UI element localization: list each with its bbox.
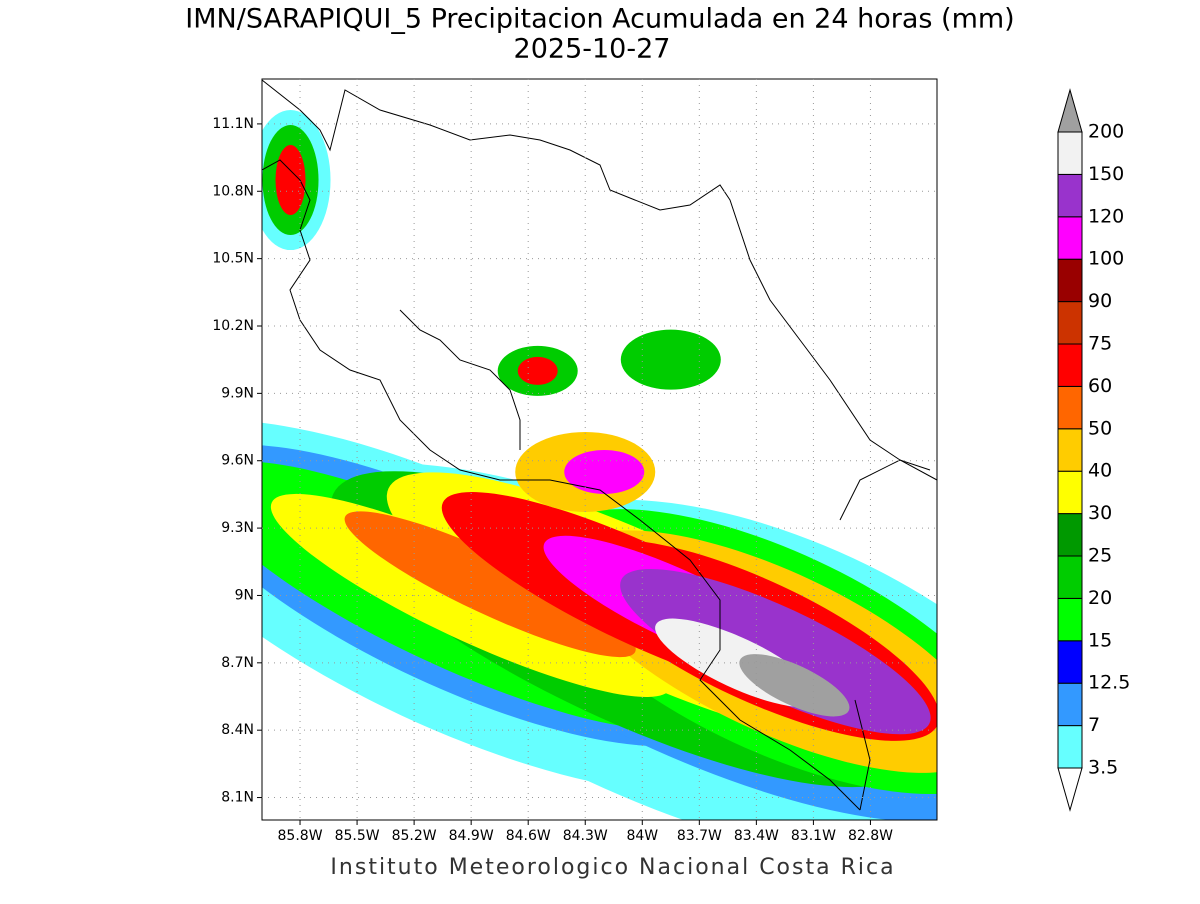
colorbar-box <box>1057 597 1083 642</box>
x-tick-label: 84W <box>626 828 658 844</box>
rain-cell <box>275 145 306 216</box>
colorbar-box <box>1057 428 1083 472</box>
x-tick-label: 83.1W <box>791 828 836 844</box>
colorbar-label: 60 <box>1088 375 1112 397</box>
colorbar-label: 30 <box>1088 502 1112 524</box>
colorbar-box <box>1057 555 1083 599</box>
colorbar-box <box>1057 343 1083 387</box>
rain-cell <box>564 449 645 494</box>
y-tick-label: 10.2N <box>212 318 254 334</box>
colorbar-box <box>1057 640 1083 684</box>
coastlines <box>262 79 937 811</box>
colorbar-label: 12.5 <box>1088 672 1130 694</box>
x-tick-label: 85.2W <box>392 828 437 844</box>
colorbar-arrow <box>1057 767 1083 812</box>
y-tick-label: 8.4N <box>221 722 254 738</box>
precip-field <box>262 110 937 820</box>
colorbar-label: 120 <box>1088 205 1124 227</box>
colorbar-arrow <box>1057 88 1083 133</box>
colorbar-box <box>1057 470 1083 515</box>
colorbar-box <box>1057 385 1083 430</box>
rain-cell <box>344 511 636 658</box>
colorbar-box <box>1057 513 1083 557</box>
rain-cell <box>620 568 931 735</box>
x-tick-label: 84.9W <box>449 828 494 844</box>
y-tick-label: 8.7N <box>221 655 254 671</box>
colorbar-label: 100 <box>1088 248 1124 270</box>
x-tick-label: 83.4W <box>734 828 779 844</box>
x-tick-label: 84.3W <box>563 828 608 844</box>
colorbar-label: 3.5 <box>1088 757 1118 779</box>
x-tick-label: 82.8W <box>848 828 893 844</box>
colorbar-box <box>1057 131 1083 175</box>
title: IMN/SARAPIQUI_5 Precipitacion Acumulada … <box>185 4 1014 35</box>
y-tick-label: 9.6N <box>221 453 254 469</box>
y-tick-label: 9.9N <box>221 385 254 401</box>
y-tick-label: 10.5N <box>212 251 254 267</box>
colorbar-box <box>1057 173 1083 218</box>
rain-cell <box>739 654 850 717</box>
colorbar-box <box>1057 258 1083 303</box>
colorbar-label: 50 <box>1088 417 1112 439</box>
x-tick-label: 85.8W <box>278 828 323 844</box>
colorbar-label: 7 <box>1088 714 1100 736</box>
y-tick-label: 9.3N <box>221 520 254 536</box>
date: 2025-10-27 <box>514 34 671 65</box>
colorbar-box <box>1057 725 1083 769</box>
colorbar-label: 40 <box>1088 460 1112 482</box>
colorbar-box <box>1057 301 1083 345</box>
colorbar-label: 90 <box>1088 290 1112 312</box>
colorbar-box <box>1057 682 1083 727</box>
footer: Instituto Meteorologico Nacional Costa R… <box>330 855 895 880</box>
colorbar-label: 25 <box>1088 545 1112 567</box>
y-tick-label: 11.1N <box>212 116 254 132</box>
y-tick-label: 10.8N <box>212 183 254 199</box>
y-tick-label: 9N <box>235 587 254 603</box>
colorbar-label: 75 <box>1088 333 1112 355</box>
x-tick-label: 85.5W <box>335 828 380 844</box>
rain-cell <box>620 329 721 390</box>
colorbar-label: 200 <box>1088 121 1124 143</box>
colorbar-label: 150 <box>1088 163 1124 185</box>
colorbar-label: 15 <box>1088 629 1112 651</box>
map-frame <box>261 78 938 821</box>
colorbar-box <box>1057 216 1083 260</box>
x-tick-label: 83.7W <box>677 828 722 844</box>
x-tick-label: 84.6W <box>506 828 551 844</box>
rain-cell <box>517 356 558 385</box>
y-tick-label: 8.1N <box>221 790 254 806</box>
colorbar-label: 20 <box>1088 587 1112 609</box>
